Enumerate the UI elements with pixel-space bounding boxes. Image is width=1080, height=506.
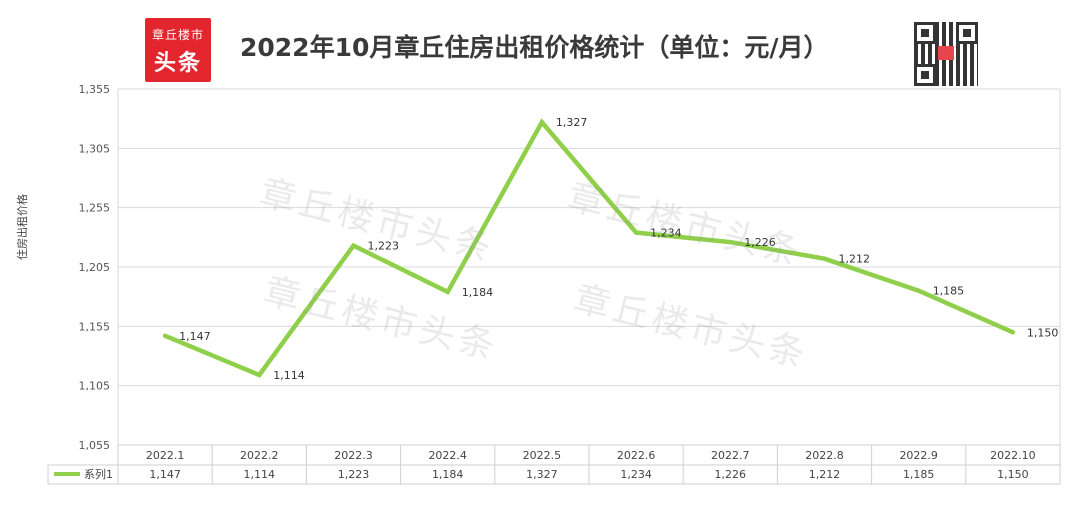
- logo-line-2: 头条: [153, 51, 202, 76]
- data-label: 1,212: [839, 253, 871, 266]
- data-point: [257, 372, 262, 378]
- x-tick-label: 2022.10: [990, 449, 1036, 462]
- legend-label: 系列1: [84, 467, 113, 481]
- data-label: 1,327: [556, 116, 588, 129]
- data-point: [916, 288, 921, 293]
- x-tick-label: 2022.6: [617, 449, 656, 462]
- table-cell-value: 1,114: [244, 468, 276, 481]
- table-cell-value: 1,147: [149, 468, 181, 481]
- x-tick-label: 2022.1: [146, 449, 185, 462]
- data-label: 1,185: [933, 285, 965, 298]
- y-tick-label: 1,105: [79, 380, 111, 393]
- data-label: 1,114: [273, 369, 305, 382]
- x-tick-label: 2022.7: [711, 449, 750, 462]
- x-tick-label: 2022.8: [805, 449, 844, 462]
- x-tick-label: 2022.3: [334, 449, 373, 462]
- x-tick-label: 2022.4: [428, 449, 467, 462]
- y-tick-label: 1,305: [79, 142, 111, 155]
- table-cell-value: 1,234: [620, 468, 652, 481]
- data-point: [445, 289, 450, 295]
- logo-line-1: 章丘楼市: [151, 28, 204, 42]
- x-tick-label: 2022.9: [899, 449, 938, 462]
- x-tick-label: 2022.5: [523, 449, 562, 462]
- y-tick-label: 1,255: [79, 202, 111, 215]
- y-tick-label: 1,155: [79, 320, 111, 333]
- data-point: [728, 239, 733, 245]
- data-label: 1,184: [462, 286, 494, 299]
- y-tick-label: 1,355: [79, 83, 111, 96]
- table-cell-value: 1,212: [809, 468, 841, 481]
- table-cell-value: 1,184: [432, 468, 464, 481]
- data-label: 1,147: [179, 330, 211, 343]
- data-label: 1,226: [744, 236, 776, 249]
- qr-code-icon: [914, 22, 978, 86]
- data-label: 1,234: [650, 227, 682, 240]
- data-point: [162, 333, 168, 339]
- y-tick-label: 1,055: [79, 439, 111, 452]
- data-point: [1010, 330, 1016, 335]
- y-tick-label: 1,205: [79, 261, 111, 274]
- table-cell-value: 1,223: [338, 468, 370, 481]
- data-point: [539, 120, 545, 125]
- x-tick-label: 2022.2: [240, 449, 279, 462]
- data-label: 1,223: [368, 240, 400, 253]
- table-cell-value: 1,226: [715, 468, 747, 481]
- logo: 章丘楼市 头条: [145, 18, 211, 82]
- table-cell-value: 1,185: [903, 468, 935, 481]
- data-point: [633, 230, 639, 235]
- data-label: 1,150: [1027, 326, 1059, 339]
- data-point: [822, 256, 827, 261]
- data-point: [351, 243, 356, 248]
- series-line: [164, 118, 1014, 378]
- chart-title: 2022年10月章丘住房出租价格统计（单位：元/月）: [240, 33, 829, 62]
- table-cell-value: 1,150: [997, 468, 1029, 481]
- table-cell-value: 1,327: [526, 468, 558, 481]
